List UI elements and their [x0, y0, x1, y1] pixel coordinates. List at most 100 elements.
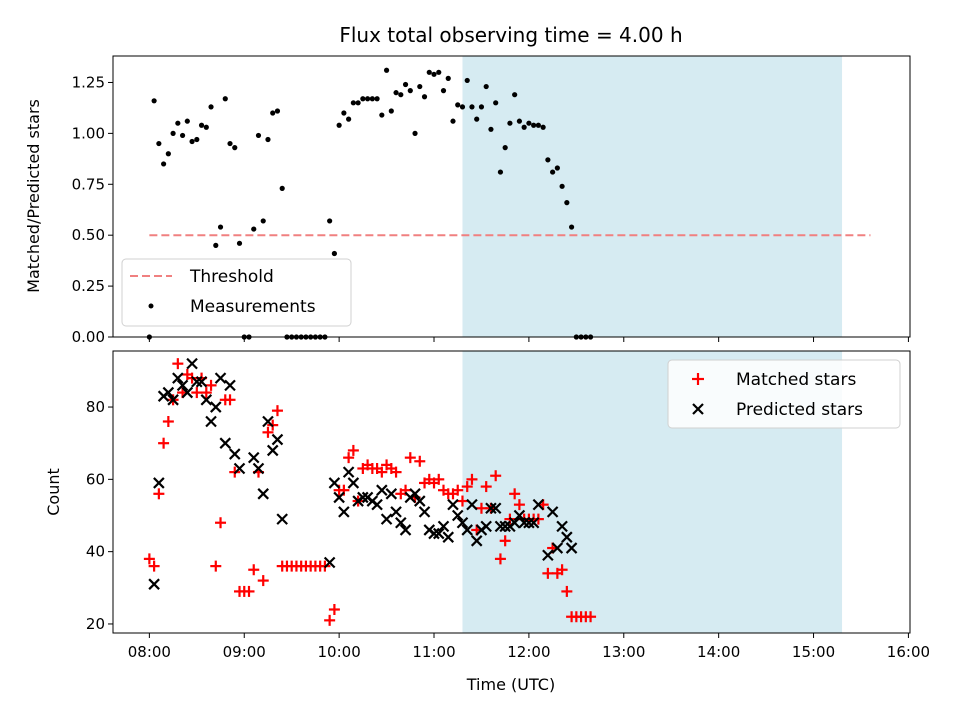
bottom-panel: 20 40 60 80 08:00 09:00 10:00 11:00 12:00 13:00 1… [44, 350, 930, 694]
measurement-point [393, 90, 399, 96]
measurement-point [412, 130, 418, 136]
measurement-point [208, 104, 214, 110]
predicted-star-point [551, 542, 564, 554]
y-tick-label: 0.50 [72, 226, 105, 244]
measurement-point [564, 200, 570, 206]
predicted-star-point [357, 491, 369, 504]
matched-star-point [271, 405, 283, 417]
measurement-point [165, 151, 171, 157]
predicted-star-point [181, 386, 194, 399]
matched-star-point [542, 567, 554, 579]
measurement-point [346, 116, 352, 122]
top-axes-frame [112, 55, 911, 338]
predicted-star-point [333, 491, 345, 504]
measurement-point [521, 124, 527, 130]
bottom-xlabel: Time (UTC) [466, 675, 555, 694]
top-legend-box [121, 258, 352, 327]
predicted-star-point [518, 516, 530, 529]
legend-predicted-swatch [692, 403, 704, 415]
measurement-point [217, 224, 224, 230]
measurement-point [260, 218, 266, 224]
measurement-point [436, 69, 442, 75]
predicted-star-point [338, 506, 350, 518]
predicted-star-point [565, 542, 578, 554]
predicted-star-point [395, 516, 407, 529]
measurement-point [369, 96, 375, 102]
matched-star-point [452, 484, 464, 496]
measurement-point [440, 88, 447, 94]
measurement-point [426, 69, 432, 75]
predicted-star-point [219, 437, 232, 449]
legend-measurements-swatch [148, 303, 154, 309]
predicted-star-point [556, 520, 568, 533]
predicted-star-point [228, 448, 241, 460]
predicted-star-point [513, 509, 526, 522]
predicted-star-point [224, 379, 236, 392]
measurement-point [502, 145, 508, 151]
y-tick-label: 0.00 [72, 328, 105, 346]
predicted-star-point [271, 433, 284, 446]
measurement-point [270, 110, 276, 116]
measurement-point [459, 104, 466, 110]
measurement-point [559, 183, 565, 189]
matched-star-point [494, 553, 506, 565]
x-tick-label: 10:00 [318, 643, 361, 661]
bottom-axes-frame [112, 350, 911, 634]
predicted-star-point [323, 556, 336, 569]
predicted-star-point [214, 372, 227, 384]
measurement-point [274, 108, 281, 114]
y-tick-label: 0.75 [72, 175, 105, 193]
predicted-star-point [470, 535, 483, 547]
matched-star-point [343, 452, 355, 464]
measurement-point [161, 161, 167, 167]
measurement-point [189, 138, 195, 145]
predicted-star-point [167, 394, 179, 406]
predicted-star-point [480, 520, 492, 533]
predicted-star-point [499, 520, 511, 533]
top-panel: 0.00 0.25 0.50 0.75 1.00 1.25 Matched/Predict… [24, 55, 911, 346]
measurement-point [388, 108, 394, 114]
measurement-point [445, 75, 451, 81]
matched-star-point [257, 575, 269, 587]
predicted-star-point [546, 506, 559, 518]
top-ylabel: Matched/Predicted stars [24, 99, 43, 293]
measurement-point [478, 104, 485, 110]
matched-star-point [162, 416, 174, 427]
predicted-star-point [205, 415, 217, 428]
x-tick-label: 12:00 [507, 643, 550, 661]
predicted-star-point [148, 578, 160, 590]
predicted-star-point [200, 394, 213, 406]
measurement-point [156, 140, 162, 147]
y-tick-label: 60 [86, 470, 105, 488]
measurement-point [336, 122, 342, 128]
matched-star-point [158, 437, 170, 449]
measurement-point [493, 100, 499, 106]
matched-star-point [224, 394, 236, 406]
matched-star-point [414, 455, 426, 467]
measurement-point [360, 96, 366, 102]
legend-threshold-label: Threshold [189, 267, 274, 287]
predicted-star-point [527, 516, 540, 529]
legend-matched-label: Matched stars [736, 370, 856, 390]
matched-star-point [475, 502, 487, 514]
measurement-point [331, 250, 337, 257]
predicted-star-point [409, 488, 421, 500]
predicted-star-point [210, 401, 222, 413]
bottom-legend-box [667, 359, 901, 429]
predicted-star-point [456, 516, 469, 529]
predicted-star-point [432, 527, 445, 540]
predicted-star-point [523, 516, 535, 529]
predicted-star-point [262, 415, 274, 428]
measurement-point [450, 118, 456, 124]
x-tick-label: 14:00 [697, 643, 740, 661]
matched-star-point [499, 535, 511, 547]
predicted-star-point [561, 531, 573, 543]
measurement-point [279, 185, 285, 191]
matched-star-point [243, 585, 255, 597]
matched-star-point [172, 358, 184, 370]
top-legend: Threshold Measurements [121, 258, 352, 327]
matched-star-point [390, 466, 402, 478]
predicted-star-point [542, 549, 554, 562]
measurement-point [554, 165, 560, 171]
measurement-point [526, 120, 532, 126]
